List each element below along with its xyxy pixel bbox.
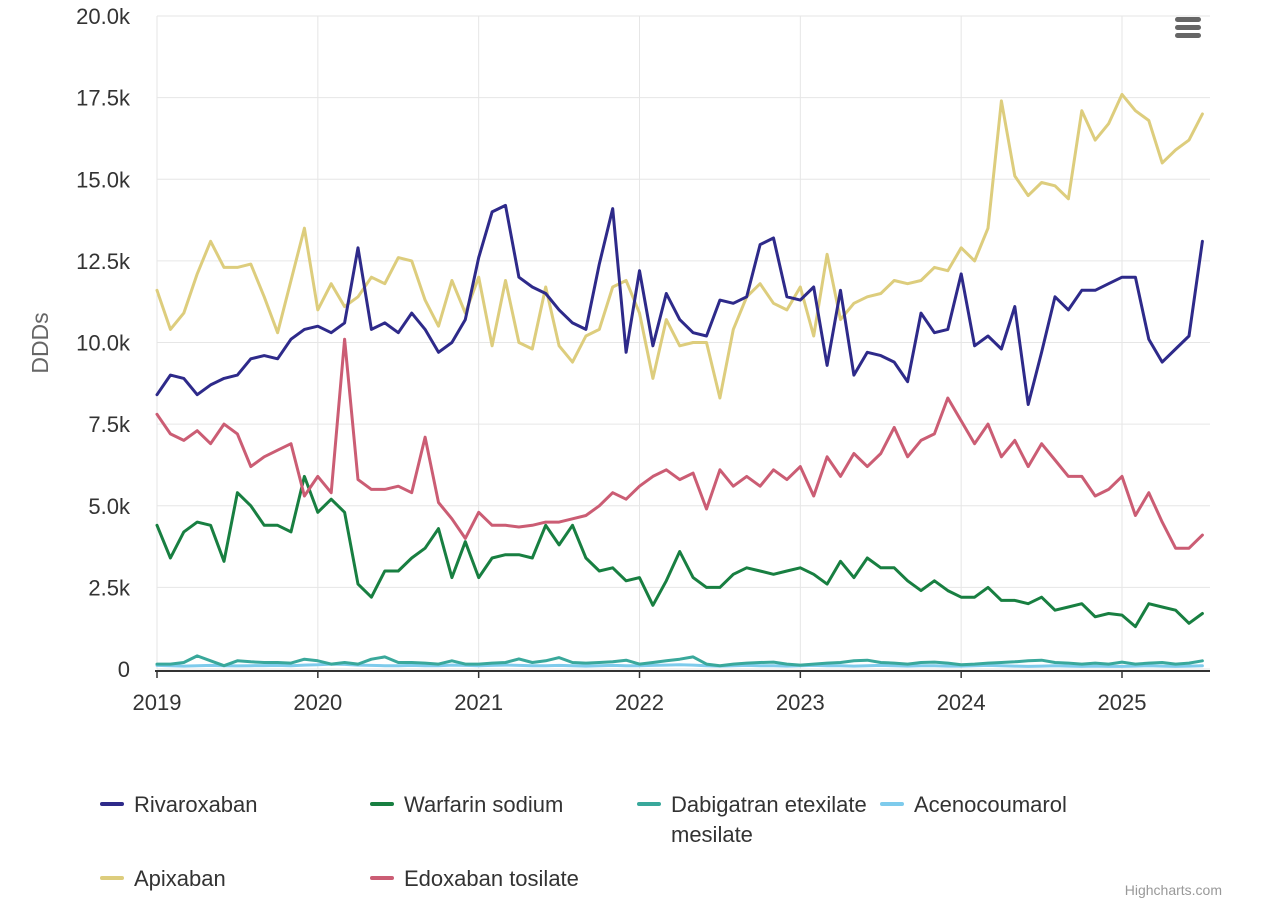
series-line-edoxaban-tosilate[interactable] [155, 337, 1204, 550]
y-axis-label-7-5k: 7.5k [88, 412, 131, 437]
legend-label: Edoxaban tosilate [404, 866, 579, 891]
legend-marker-warfarin-sodium [370, 802, 394, 806]
legend-item-edoxaban-tosilate[interactable]: Edoxaban tosilate [370, 864, 579, 894]
chart-context-menu-button[interactable] [1172, 14, 1210, 52]
x-axis-label-2020: 2020 [293, 690, 342, 715]
y-axis-label-15-0k: 15.0k [76, 167, 131, 192]
legend-label: Warfarin sodium [404, 792, 564, 817]
y-axis-label-2-5k: 2.5k [88, 575, 131, 600]
series-line-rivaroxaban[interactable] [155, 203, 1204, 406]
legend-label: Dabigatran etexilate mesilate [671, 792, 867, 847]
x-axis-label-2021: 2021 [454, 690, 503, 715]
series-line-apixaban[interactable] [155, 92, 1204, 400]
legend-marker-dabigatran-etexilate-mesilate [637, 802, 661, 806]
x-axis-label-2022: 2022 [615, 690, 664, 715]
legend-item-dabigatran-etexilate-mesilate[interactable]: Dabigatran etexilate mesilate [637, 790, 886, 850]
legend-label: Apixaban [134, 866, 226, 891]
legend-marker-edoxaban-tosilate [370, 876, 394, 880]
y-axis-label-0: 0 [118, 657, 130, 682]
legend-item-warfarin-sodium[interactable]: Warfarin sodium [370, 790, 563, 820]
legend-item-apixaban[interactable]: Apixaban [100, 864, 226, 894]
series-line-warfarin-sodium[interactable] [155, 474, 1204, 629]
hamburger-menu-icon [1175, 17, 1207, 38]
y-axis-title: DDDs [27, 312, 53, 374]
x-axis-label-2023: 2023 [776, 690, 825, 715]
legend-label: Acenocoumarol [914, 792, 1067, 817]
legend-item-rivaroxaban[interactable]: Rivaroxaban [100, 790, 258, 820]
x-axis-label-2025: 2025 [1098, 690, 1147, 715]
y-axis-label-17-5k: 17.5k [76, 86, 131, 111]
x-axis-label-2019: 2019 [133, 690, 182, 715]
plot-area: 0 2.5k 5.0k 7.5k 10.0k 12.5k 15.0k 17.5k 20.0k 20… [76, 4, 1210, 715]
legend-item-acenocoumarol[interactable]: Acenocoumarol [880, 790, 1067, 820]
series-line-dabigatran-etexilate-mesilate[interactable] [155, 654, 1204, 668]
x-axis-label-2024: 2024 [937, 690, 986, 715]
legend-marker-apixaban [100, 876, 124, 880]
y-axis-label-12-5k: 12.5k [76, 249, 131, 274]
series-line-acenocoumarol[interactable] [155, 662, 1204, 668]
highcharts-credits-link[interactable]: Highcharts.com [1124, 882, 1222, 898]
y-axis-label-10-0k: 10.0k [76, 331, 131, 356]
legend-marker-rivaroxaban [100, 802, 124, 806]
legend-label: Rivaroxaban [134, 792, 258, 817]
y-axis-label-20-0k: 20.0k [76, 4, 131, 29]
y-axis-label-5-0k: 5.0k [88, 494, 131, 519]
legend-marker-acenocoumarol [880, 802, 904, 806]
